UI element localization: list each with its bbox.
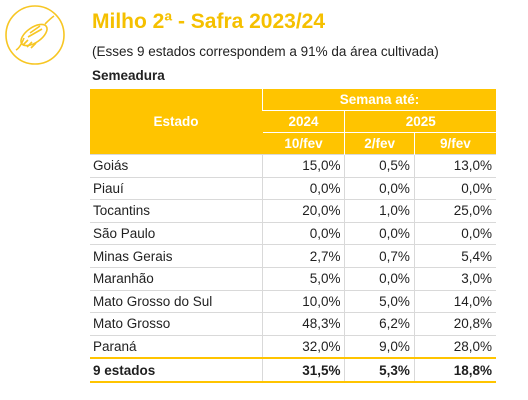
- total-label: 9 estados: [90, 357, 263, 383]
- cell-value: 1,0%: [344, 199, 415, 223]
- header-date-2: 2/fev: [344, 132, 415, 155]
- cell-value: 20,0%: [261, 199, 345, 223]
- cell-estado: Minas Gerais: [90, 244, 263, 268]
- cell-value: 20,8%: [413, 312, 496, 336]
- page-title: Milho 2ª - Safra 2023/24: [92, 10, 326, 33]
- cell-estado: Paraná: [90, 334, 263, 359]
- section-heading: Semeadura: [92, 68, 165, 83]
- cell-estado: Maranhão: [90, 266, 263, 291]
- table-row: Goiás 15,0% 0,5% 13,0%: [90, 154, 496, 178]
- header-date-1: 10/fev: [262, 132, 345, 155]
- cell-value: 10,0%: [261, 289, 345, 313]
- cell-value: 0,0%: [413, 176, 496, 200]
- table-row: Paraná 32,0% 9,0% 28,0%: [90, 334, 496, 359]
- total-row: 9 estados 31,5% 5,3% 18,8%: [90, 357, 496, 383]
- table-row: Mato Grosso 48,3% 6,2% 20,8%: [90, 312, 496, 336]
- cell-value: 5,0%: [261, 266, 345, 291]
- cell-estado: Piauí: [90, 176, 263, 200]
- header-semana: Semana até:: [262, 89, 496, 111]
- header-estado: Estado: [90, 89, 263, 155]
- cell-value: 32,0%: [261, 334, 345, 359]
- cell-value: 25,0%: [413, 199, 496, 223]
- cell-estado: Mato Grosso do Sul: [90, 289, 263, 313]
- cell-estado: Mato Grosso: [90, 312, 263, 336]
- table-row: Tocantins 20,0% 1,0% 25,0%: [90, 199, 496, 223]
- total-value: 5,3%: [344, 357, 415, 383]
- cell-estado: Goiás: [90, 154, 263, 178]
- header-year-2024: 2024: [262, 110, 345, 133]
- cell-estado: Tocantins: [90, 199, 263, 223]
- table-row: Minas Gerais 2,7% 0,7% 5,4%: [90, 244, 496, 268]
- cell-value: 6,2%: [344, 312, 415, 336]
- cell-value: 0,7%: [344, 244, 415, 268]
- cell-value: 0,0%: [344, 266, 415, 291]
- page-subtitle: (Esses 9 estados correspondem a 91% da á…: [92, 44, 439, 59]
- cell-value: 0,0%: [344, 221, 415, 245]
- cell-value: 0,0%: [261, 176, 345, 200]
- cell-value: 13,0%: [413, 154, 496, 178]
- table-row: Piauí 0,0% 0,0% 0,0%: [90, 176, 496, 200]
- cell-value: 3,0%: [413, 266, 496, 291]
- table-row: Mato Grosso do Sul 10,0% 5,0% 14,0%: [90, 289, 496, 313]
- cell-value: 14,0%: [413, 289, 496, 313]
- cell-value: 5,4%: [413, 244, 496, 268]
- corn-icon: [4, 4, 66, 66]
- cell-value: 9,0%: [344, 334, 415, 359]
- total-value: 31,5%: [261, 357, 345, 383]
- table-row: São Paulo 0,0% 0,0% 0,0%: [90, 221, 496, 245]
- cell-value: 2,7%: [261, 244, 345, 268]
- cell-value: 0,0%: [261, 221, 345, 245]
- cell-estado: São Paulo: [90, 221, 263, 245]
- cell-value: 48,3%: [261, 312, 345, 336]
- cell-value: 0,0%: [413, 221, 496, 245]
- sowing-table: Estado Semana até: 2024 2025 10/fev 2/fe…: [90, 89, 496, 383]
- header-date-3: 9/fev: [413, 132, 496, 155]
- cell-value: 15,0%: [261, 154, 345, 178]
- cell-value: 28,0%: [413, 334, 496, 359]
- table-row: Maranhão 5,0% 0,0% 3,0%: [90, 266, 496, 291]
- cell-value: 0,0%: [344, 176, 415, 200]
- cell-value: 0,5%: [344, 154, 415, 178]
- header-year-2025: 2025: [344, 110, 496, 133]
- cell-value: 5,0%: [344, 289, 415, 313]
- total-value: 18,8%: [413, 357, 496, 383]
